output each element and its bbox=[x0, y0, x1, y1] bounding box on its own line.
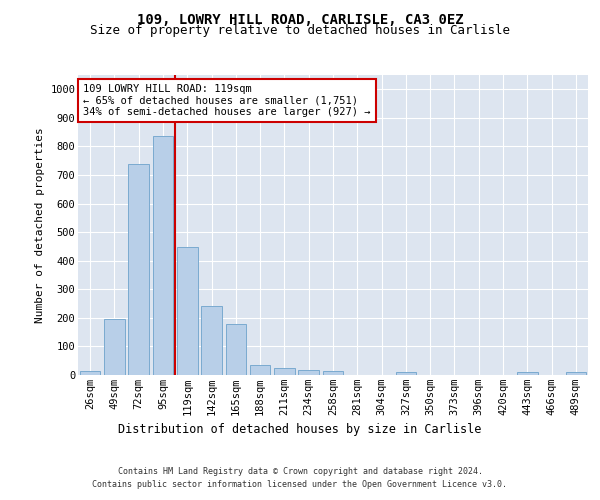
Text: 109 LOWRY HILL ROAD: 119sqm
← 65% of detached houses are smaller (1,751)
34% of : 109 LOWRY HILL ROAD: 119sqm ← 65% of det… bbox=[83, 84, 371, 117]
Text: Distribution of detached houses by size in Carlisle: Distribution of detached houses by size … bbox=[118, 422, 482, 436]
Bar bbox=[177, 247, 197, 375]
Bar bbox=[395, 372, 416, 375]
Bar bbox=[323, 372, 343, 375]
Bar bbox=[80, 370, 100, 375]
Bar bbox=[566, 372, 586, 375]
Text: 109, LOWRY HILL ROAD, CARLISLE, CA3 0EZ: 109, LOWRY HILL ROAD, CARLISLE, CA3 0EZ bbox=[137, 12, 463, 26]
Y-axis label: Number of detached properties: Number of detached properties bbox=[35, 127, 44, 323]
Bar bbox=[128, 164, 149, 375]
Text: Size of property relative to detached houses in Carlisle: Size of property relative to detached ho… bbox=[90, 24, 510, 37]
Bar bbox=[250, 365, 271, 375]
Bar bbox=[104, 318, 125, 375]
Bar bbox=[201, 306, 222, 375]
Bar bbox=[274, 368, 295, 375]
Text: Contains public sector information licensed under the Open Government Licence v3: Contains public sector information licen… bbox=[92, 480, 508, 489]
Bar bbox=[152, 136, 173, 375]
Bar bbox=[226, 324, 246, 375]
Text: Contains HM Land Registry data © Crown copyright and database right 2024.: Contains HM Land Registry data © Crown c… bbox=[118, 468, 482, 476]
Bar bbox=[298, 370, 319, 375]
Bar bbox=[517, 372, 538, 375]
